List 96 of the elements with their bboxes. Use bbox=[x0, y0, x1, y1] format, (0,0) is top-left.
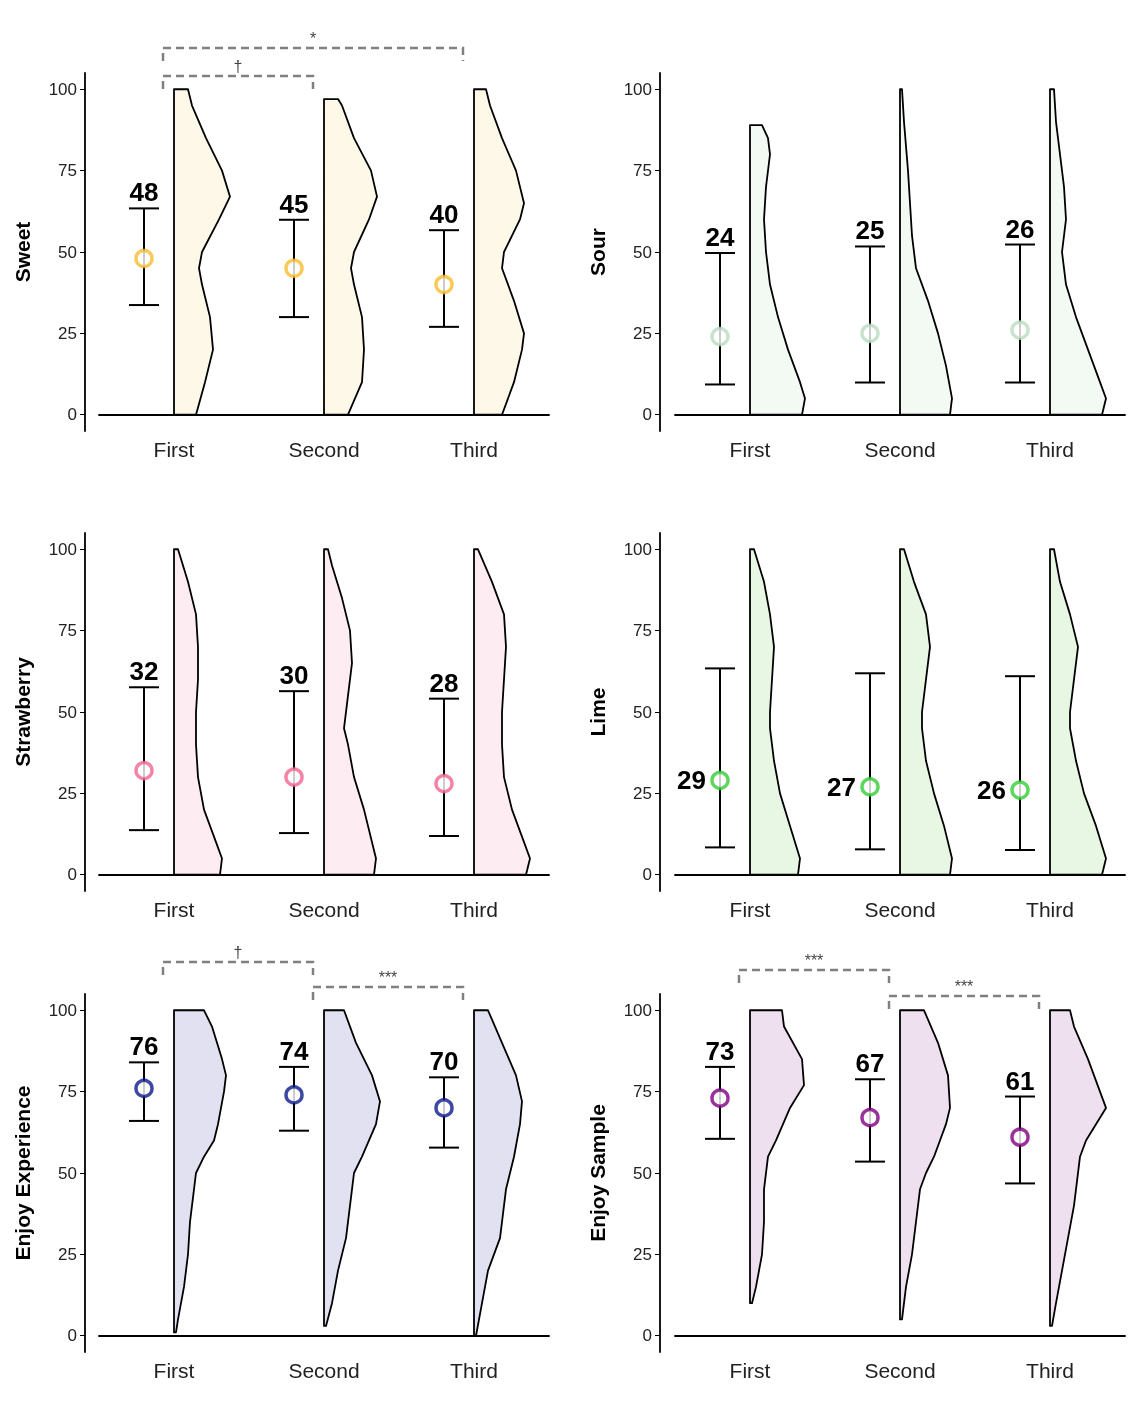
y-tick-label: 25 bbox=[633, 783, 652, 803]
data-label: 61 bbox=[1005, 1065, 1035, 1096]
y-tick-label: 50 bbox=[633, 702, 652, 722]
y-tick-label: 25 bbox=[58, 783, 77, 803]
data-label: 67 bbox=[855, 1048, 885, 1079]
data-label: 24 bbox=[705, 221, 735, 252]
y-tick-label: 25 bbox=[58, 323, 77, 343]
x-tick-label: Third bbox=[450, 1359, 498, 1382]
y-tick-label: 75 bbox=[633, 621, 652, 641]
y-tick-label: 75 bbox=[58, 1082, 77, 1102]
x-tick-label: First bbox=[153, 438, 195, 461]
y-tick-label: 0 bbox=[642, 865, 652, 885]
data-label: 40 bbox=[429, 199, 459, 230]
point bbox=[1010, 320, 1030, 340]
y-tick-label: 50 bbox=[58, 702, 77, 722]
point bbox=[434, 773, 454, 794]
y-tick-label: 0 bbox=[67, 1326, 77, 1346]
text: * bbox=[309, 29, 317, 47]
y-tick-label: 50 bbox=[58, 242, 77, 262]
x-tick-label: Second bbox=[288, 1359, 360, 1382]
x-tick-label: Second bbox=[288, 898, 360, 921]
y-axis-title: Strawberry bbox=[11, 656, 34, 767]
y-tick-label: 100 bbox=[48, 1000, 77, 1020]
point bbox=[860, 1107, 880, 1128]
y-tick-label: 25 bbox=[633, 1244, 652, 1264]
point bbox=[860, 323, 880, 344]
x-tick-label: Second bbox=[864, 438, 936, 461]
y-tick-label: 50 bbox=[633, 1163, 652, 1183]
x-tick-label: Second bbox=[288, 438, 360, 461]
x-tick-label: First bbox=[729, 438, 771, 461]
point bbox=[284, 258, 304, 279]
data-label: 76 bbox=[129, 1031, 159, 1062]
data-label: 28 bbox=[429, 667, 459, 698]
y-tick-label: 100 bbox=[623, 79, 652, 99]
y-tick-label: 0 bbox=[67, 405, 77, 425]
text: *** bbox=[378, 968, 398, 986]
point bbox=[434, 1098, 454, 1118]
x-tick-label: First bbox=[153, 1359, 195, 1382]
y-tick-label: 0 bbox=[642, 405, 652, 425]
x-tick-label: Third bbox=[1026, 898, 1074, 921]
y-tick-label: 75 bbox=[633, 1082, 652, 1102]
point bbox=[134, 248, 154, 269]
text: *** bbox=[804, 951, 824, 969]
point bbox=[710, 770, 730, 791]
point bbox=[710, 1088, 730, 1108]
point bbox=[434, 274, 454, 295]
x-tick-label: Third bbox=[1026, 1359, 1074, 1382]
point bbox=[710, 326, 730, 347]
x-tick-label: Third bbox=[450, 438, 498, 461]
data-label: 26 bbox=[1005, 213, 1035, 244]
y-tick-label: 0 bbox=[642, 1326, 652, 1346]
data-label: 32 bbox=[129, 656, 159, 687]
y-tick-label: 75 bbox=[58, 161, 77, 181]
data-label: 29 bbox=[677, 765, 706, 796]
x-tick-label: First bbox=[729, 898, 771, 921]
y-tick-label: 100 bbox=[48, 79, 77, 99]
y-tick-label: 75 bbox=[58, 621, 77, 641]
y-tick-label: 50 bbox=[58, 1163, 77, 1183]
y-tick-label: 50 bbox=[633, 242, 652, 262]
x-tick-label: Second bbox=[864, 898, 936, 921]
y-axis-title: Sweet bbox=[11, 221, 34, 283]
x-tick-label: Second bbox=[864, 1359, 936, 1382]
text: † bbox=[233, 943, 243, 961]
y-axis-title: Sour bbox=[586, 228, 609, 276]
data-label: 27 bbox=[827, 771, 856, 802]
y-tick-label: 25 bbox=[58, 1244, 77, 1264]
x-tick-label: First bbox=[729, 1359, 771, 1382]
y-axis-title: Enjoy Experience bbox=[11, 1085, 34, 1261]
y-tick-label: 25 bbox=[633, 323, 652, 343]
x-tick-label: Third bbox=[450, 898, 498, 921]
data-label: 73 bbox=[705, 1035, 735, 1066]
annotation: † bbox=[233, 57, 243, 75]
y-tick-label: 0 bbox=[67, 865, 77, 885]
point bbox=[860, 777, 880, 797]
data-label: 48 bbox=[129, 177, 159, 208]
x-tick-label: First bbox=[153, 898, 195, 921]
data-label: 74 bbox=[279, 1035, 309, 1066]
data-label: 26 bbox=[977, 775, 1006, 806]
point bbox=[284, 1085, 304, 1105]
point bbox=[134, 760, 154, 781]
x-tick-label: Third bbox=[1026, 438, 1074, 461]
data-label: 45 bbox=[279, 188, 309, 219]
y-axis-title: Enjoy Sample bbox=[586, 1104, 609, 1242]
y-tick-label: 100 bbox=[48, 539, 77, 559]
data-label: 25 bbox=[855, 215, 885, 246]
point bbox=[134, 1078, 154, 1099]
annotation: *** bbox=[954, 977, 974, 995]
y-tick-label: 75 bbox=[633, 161, 652, 181]
point bbox=[284, 767, 304, 787]
point bbox=[1010, 1127, 1030, 1147]
y-axis-title: Lime bbox=[586, 687, 609, 737]
point bbox=[1010, 780, 1030, 800]
data-label: 30 bbox=[279, 660, 309, 691]
data-label: 70 bbox=[429, 1046, 459, 1077]
y-tick-label: 100 bbox=[623, 1000, 652, 1020]
y-tick-label: 100 bbox=[623, 539, 652, 559]
